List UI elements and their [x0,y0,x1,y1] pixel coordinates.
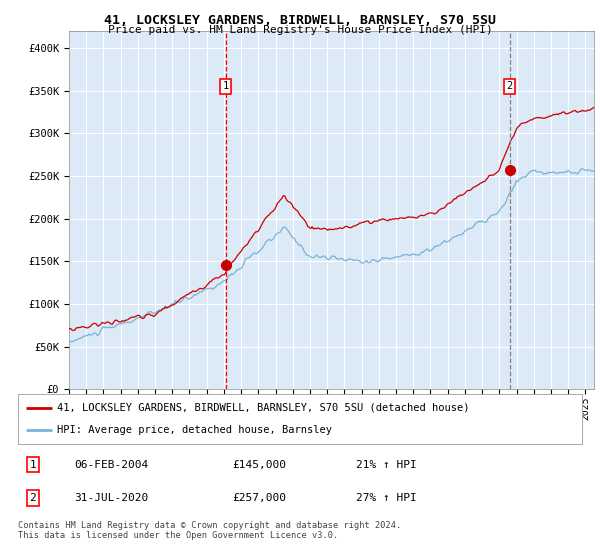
Text: 1: 1 [223,81,229,91]
Text: 41, LOCKSLEY GARDENS, BIRDWELL, BARNSLEY, S70 5SU: 41, LOCKSLEY GARDENS, BIRDWELL, BARNSLEY… [104,14,496,27]
Text: 1: 1 [29,460,36,470]
Text: £257,000: £257,000 [232,493,286,503]
Text: 41, LOCKSLEY GARDENS, BIRDWELL, BARNSLEY, S70 5SU (detached house): 41, LOCKSLEY GARDENS, BIRDWELL, BARNSLEY… [58,403,470,413]
Text: HPI: Average price, detached house, Barnsley: HPI: Average price, detached house, Barn… [58,425,332,435]
Text: Price paid vs. HM Land Registry's House Price Index (HPI): Price paid vs. HM Land Registry's House … [107,25,493,35]
Text: 06-FEB-2004: 06-FEB-2004 [74,460,149,470]
Text: 2: 2 [29,493,36,503]
Text: 31-JUL-2020: 31-JUL-2020 [74,493,149,503]
Text: 21% ↑ HPI: 21% ↑ HPI [356,460,417,470]
Text: £145,000: £145,000 [232,460,286,470]
Text: 2: 2 [506,81,513,91]
Text: 27% ↑ HPI: 27% ↑ HPI [356,493,417,503]
Text: Contains HM Land Registry data © Crown copyright and database right 2024.
This d: Contains HM Land Registry data © Crown c… [18,521,401,540]
